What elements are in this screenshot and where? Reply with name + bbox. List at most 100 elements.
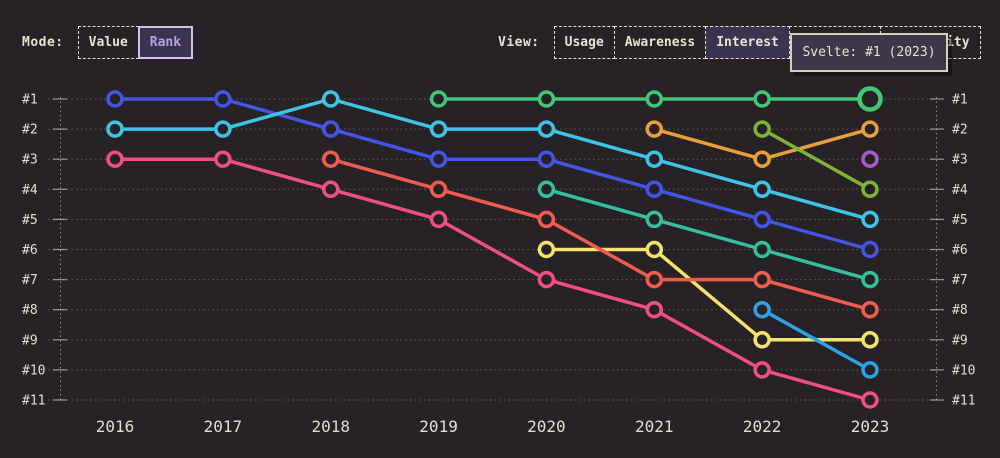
y-axis-label-left: #7 — [22, 273, 38, 288]
tooltip-text: Svelte: #1 (2023) — [802, 45, 936, 60]
mode-label: Mode: — [22, 35, 64, 50]
data-point-cyan[interactable] — [214, 120, 232, 138]
view-usage-button[interactable]: Usage — [553, 26, 615, 59]
x-axis-label: 2022 — [743, 417, 782, 436]
data-point-olive[interactable] — [753, 120, 771, 138]
data-point-pink[interactable] — [645, 300, 664, 319]
data-point-pink[interactable] — [753, 361, 771, 379]
data-point-blue[interactable] — [429, 150, 448, 168]
y-axis-label-left: #6 — [22, 243, 38, 258]
data-point-green[interactable] — [753, 90, 771, 108]
data-point-cyan[interactable] — [321, 90, 340, 108]
mode-rank-button[interactable]: Rank — [137, 26, 194, 59]
view-awareness-button[interactable]: Awareness — [613, 26, 707, 59]
data-point-cyan[interactable] — [645, 150, 664, 168]
series-line-pink — [113, 157, 872, 402]
x-axis-labels: 2016 2017 2018 2019 2020 2021 2022 2023 — [96, 417, 890, 436]
data-point-teal[interactable] — [861, 270, 879, 289]
y-axis-label-left: #11 — [22, 394, 45, 409]
x-axis-label: 2023 — [851, 417, 890, 436]
data-point-sky[interactable] — [861, 361, 879, 379]
series-line-salmon — [328, 157, 872, 312]
data-point-salmon[interactable] — [429, 180, 448, 199]
y-axis-label-right: #1 — [952, 93, 968, 108]
y-axis-label-left: #10 — [22, 363, 45, 378]
series-line-sky — [760, 307, 872, 372]
data-point-orange[interactable] — [861, 120, 879, 138]
mode-button-group: Value Rank — [77, 26, 194, 59]
data-point-pink[interactable] — [214, 150, 232, 168]
data-point-teal[interactable] — [753, 240, 771, 259]
y-axis-label-right: #11 — [952, 394, 975, 409]
data-point-blue[interactable] — [537, 150, 556, 168]
data-point-olive[interactable] — [861, 180, 879, 199]
y-axis-label-left: #8 — [22, 303, 38, 318]
x-axis-label: 2018 — [311, 417, 350, 436]
y-axis-label-right: #3 — [952, 153, 968, 168]
y-axis-label-right: #6 — [952, 243, 968, 258]
data-point-blue[interactable] — [645, 180, 664, 199]
data-point-green[interactable] — [429, 90, 448, 108]
y-axis-label-left: #5 — [22, 213, 38, 228]
x-axis-label: 2021 — [635, 417, 674, 436]
data-point-pink[interactable] — [429, 210, 448, 229]
data-point-orange[interactable] — [645, 120, 664, 138]
data-point-salmon[interactable] — [321, 150, 340, 168]
data-point-blue[interactable] — [321, 120, 340, 138]
data-point-teal[interactable] — [645, 210, 664, 229]
y-axis-label-left: #3 — [22, 153, 38, 168]
y-axis-label-right: #8 — [952, 303, 968, 318]
y-axis-label-left: #1 — [22, 93, 38, 108]
y-axis-label-right: #7 — [952, 273, 968, 288]
data-point-cyan[interactable] — [537, 120, 556, 138]
data-point-pink[interactable] — [861, 391, 879, 409]
x-axis-label: 2020 — [527, 417, 566, 436]
y-axis-label-left: #9 — [22, 333, 38, 348]
y-axis-label-left: #4 — [22, 183, 38, 198]
data-point-pink[interactable] — [537, 270, 556, 289]
data-point-cyan[interactable] — [861, 210, 879, 229]
x-axis-label: 2017 — [204, 417, 243, 436]
y-axis-label-right: #9 — [952, 333, 968, 348]
view-interest-button[interactable]: Interest — [705, 26, 790, 59]
data-point-blue[interactable] — [106, 90, 124, 108]
data-point-blue[interactable] — [861, 240, 879, 259]
mode-value-button[interactable]: Value — [77, 26, 139, 59]
data-point-yellow[interactable] — [645, 240, 664, 259]
series-line-olive — [760, 127, 872, 192]
hover-tooltip: Svelte: #1 (2023) — [790, 33, 948, 72]
y-axis-label-right: #5 — [952, 213, 968, 228]
data-point-yellow[interactable] — [861, 331, 879, 349]
data-point-pink[interactable] — [106, 150, 124, 168]
data-point-green[interactable] — [537, 90, 556, 108]
data-point-green[interactable] — [645, 90, 664, 108]
data-point-salmon[interactable] — [861, 300, 879, 319]
data-point-yellow[interactable] — [537, 240, 556, 259]
data-point-cyan[interactable] — [106, 120, 124, 138]
data-point-salmon[interactable] — [753, 270, 771, 289]
series-line-teal — [544, 187, 872, 282]
data-point-salmon[interactable] — [537, 210, 556, 229]
data-point-blue[interactable] — [214, 90, 232, 108]
series-line-blue — [113, 97, 872, 252]
y-axis-label-left: #2 — [22, 123, 38, 138]
data-point-highlighted-green[interactable] — [857, 86, 883, 112]
x-axis-label: 2016 — [96, 417, 135, 436]
y-axis-label-right: #2 — [952, 123, 968, 138]
data-point-orange[interactable] — [753, 150, 771, 168]
data-point-pink[interactable] — [321, 180, 340, 199]
data-point-teal[interactable] — [537, 180, 556, 199]
y-axis-label-right: #10 — [952, 363, 975, 378]
series-line-cyan — [113, 97, 872, 222]
data-point-purple[interactable] — [861, 150, 879, 168]
y-axis-label-right: #4 — [952, 183, 968, 198]
data-point-cyan[interactable] — [753, 180, 771, 199]
data-point-blue[interactable] — [753, 210, 771, 229]
data-point-salmon[interactable] — [645, 270, 664, 289]
view-label: View: — [498, 35, 540, 50]
mode-control: Mode: Value Rank — [22, 26, 194, 59]
data-point-yellow[interactable] — [753, 331, 771, 349]
data-point-cyan[interactable] — [429, 120, 448, 138]
data-point-sky[interactable] — [753, 300, 771, 319]
